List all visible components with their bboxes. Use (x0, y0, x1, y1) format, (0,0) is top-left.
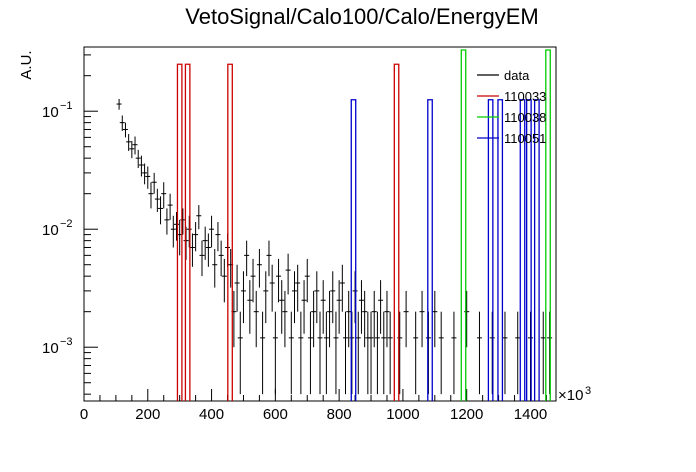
x-tick-label: 600 (263, 406, 288, 423)
x-tick-label: 400 (199, 406, 224, 423)
histogram-bar-110051 (526, 99, 532, 401)
x-axis-multiplier: ×10 (558, 387, 583, 404)
x-tick-label: 0 (80, 406, 88, 423)
x-tick-label: 1400 (514, 406, 547, 423)
histogram-bar-110033 (184, 63, 191, 401)
histogram-bar-110038 (460, 49, 467, 401)
histogram-bar-110038 (545, 49, 551, 401)
plot-area: 0 200 400 600 800 1000 1200 1400×10 310 −310 −210−… (42, 46, 591, 423)
histogram-bar-110033 (227, 63, 233, 401)
histogram-bar-110051 (350, 99, 357, 401)
x-tick-label: 1000 (386, 406, 419, 423)
x-tick-label: 800 (327, 406, 352, 423)
histogram-bar-110051 (487, 99, 494, 401)
y-tick-label: 10 (42, 222, 59, 239)
x-tick-label: 200 (135, 406, 160, 423)
legend-label-110033: 110033 (504, 89, 546, 104)
histogram-bar-110033 (176, 63, 183, 401)
y-tick-label: 10 (42, 340, 59, 357)
y-tick-label-exponent: −2 (60, 218, 73, 230)
chart-title: VetoSignal/Calo100/Calo/EnergyEM (185, 4, 538, 29)
y-tick-label-exponent: −3 (60, 336, 73, 348)
legend-label-data: data (504, 68, 530, 83)
y-axis-label: A.U. (18, 50, 35, 79)
histogram-bar-110051 (497, 99, 504, 401)
x-tick-label: 1200 (450, 406, 483, 423)
legend: data 110033 110038 110051 (477, 68, 546, 146)
histogram-bar-110051 (427, 99, 433, 401)
histogram-bar-110033 (393, 63, 400, 401)
legend-label-110038: 110038 (504, 110, 546, 125)
histogram-bar-110051 (519, 99, 526, 401)
legend-label-110051: 110051 (504, 131, 546, 146)
y-tick-label: 10 (42, 104, 59, 121)
y-tick-label-exponent: −1 (60, 100, 73, 112)
histogram-bar-110038 (557, 50, 561, 401)
x-axis-multiplier-exponent: 3 (585, 385, 591, 397)
histogram-bar-110051 (533, 99, 540, 401)
plot-frame (83, 46, 557, 402)
